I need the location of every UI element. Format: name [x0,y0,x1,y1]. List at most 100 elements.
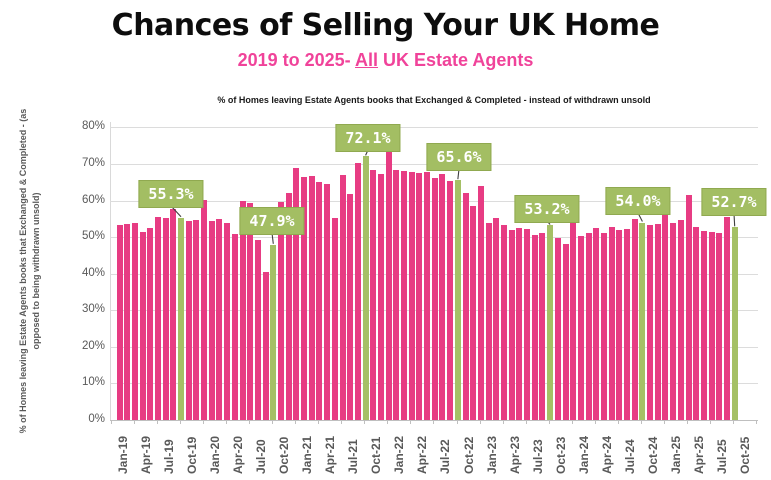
bar-Aug-24 [631,218,638,420]
bar-Apr-23 [508,229,515,420]
bar-Aug-25 [724,217,730,420]
bar-Sep-24 [639,222,646,420]
y-tick-label-0%: 0% [88,413,105,425]
callout-label-Sep-23: 53.2% [514,195,580,223]
bar-Apr-19 [139,231,146,420]
bar-Apr-24 [600,233,607,420]
bar-Feb-19 [124,224,131,420]
bar-Mar-25 [685,195,692,420]
x-tickmark [756,420,758,424]
bar-Jul-25 [716,233,723,420]
bar-May-24 [608,226,615,420]
bar-Dec-22 [477,185,484,420]
x-tickmark [525,420,527,424]
bar-Oct-19 [185,221,192,420]
bar-Jun-19 [154,217,161,420]
bar-Mar-23 [501,225,507,420]
bar-Aug-19 [170,209,177,420]
bar-Dec-24 [662,195,669,420]
x-tickmark [179,420,181,424]
bar-Feb-23 [493,217,500,420]
callout-label-Sep-24: 54.0% [605,187,671,215]
bar-Jun-23 [524,228,531,420]
bar-May-25 [700,231,707,420]
bar-Nov-23 [562,243,569,420]
bar-Sep-19 [178,217,185,420]
y-tick-label-40%: 40% [81,266,105,279]
gridline-80% [110,127,758,129]
y-tick-label-50%: 50% [81,230,105,243]
x-tickmark [618,420,620,424]
y-tick-label-70%: 70% [81,157,105,170]
x-tickmark [133,420,135,424]
bar-Sep-21 [362,156,369,420]
subtitle-highlight: All [355,50,379,70]
bar-May-22 [424,171,431,420]
leader-line-Sep-25 [733,213,736,227]
x-tickmark [295,420,297,424]
bar-Sep-23 [547,225,554,420]
bar-Jul-22 [439,173,446,420]
bar-Aug-21 [354,163,361,420]
chart-subtitle: 2019 to 2025- All UK Estate Agents [0,50,771,71]
bar-Aug-23 [539,233,546,420]
bar-Feb-25 [677,220,684,420]
x-tickmark [341,420,343,424]
y-tick-label-10%: 10% [81,376,105,389]
x-tickmark [479,420,481,424]
x-tickmark [548,420,550,424]
x-tickmark [687,420,689,424]
callout-label-Sep-25: 52.7% [701,188,767,216]
bar-Jul-20 [254,240,261,420]
bar-Sep-20 [270,244,277,420]
bar-Nov-22 [470,206,477,420]
bar-Mar-24 [593,228,600,420]
bar-Aug-20 [262,271,269,420]
callout-label-Sep-20: 47.9% [239,207,305,235]
bar-Nov-19 [193,220,200,420]
bar-May-21 [331,217,338,420]
bar-Dec-21 [385,151,392,420]
bar-Apr-25 [693,226,700,420]
x-tickmark [710,420,712,424]
x-tickmark [433,420,435,424]
bar-May-23 [516,228,523,420]
callout-label-Sep-19: 55.3% [138,180,204,208]
x-tickmark [318,420,320,424]
y-axis-line [110,122,111,420]
x-tickmark [156,420,158,424]
bar-Nov-21 [377,173,384,420]
x-tickmark [110,420,112,424]
bar-Sep-25 [731,227,738,420]
bar-Apr-22 [416,173,423,420]
bar-Jan-24 [577,236,584,420]
bar-Feb-20 [216,219,223,420]
bar-Oct-24 [647,225,654,420]
y-tick-label-60%: 60% [81,193,105,206]
x-tickmark [733,420,735,424]
bar-Jun-25 [708,232,715,420]
x-tickmark [225,420,227,424]
bar-Jan-25 [670,223,677,420]
x-tickmark [502,420,504,424]
bar-Jul-19 [162,218,169,420]
bar-Mar-22 [408,172,415,420]
x-tickmark [364,420,366,424]
bar-Oct-21 [370,169,377,420]
bar-Nov-24 [654,224,661,420]
bar-Feb-21 [308,176,315,420]
bar-Oct-20 [277,202,284,420]
y-tick-label-20%: 20% [81,339,105,352]
bar-Jul-24 [624,229,631,420]
bar-Jun-20 [247,202,254,420]
bar-Jul-23 [531,235,538,420]
x-tickmark [248,420,250,424]
bar-Oct-22 [462,193,469,420]
bar-Apr-21 [324,183,331,420]
subtitle-prefix: 2019 to 2025- [237,50,355,70]
bar-May-20 [239,200,246,420]
bar-Jan-21 [301,177,308,420]
x-tickmark [387,420,389,424]
